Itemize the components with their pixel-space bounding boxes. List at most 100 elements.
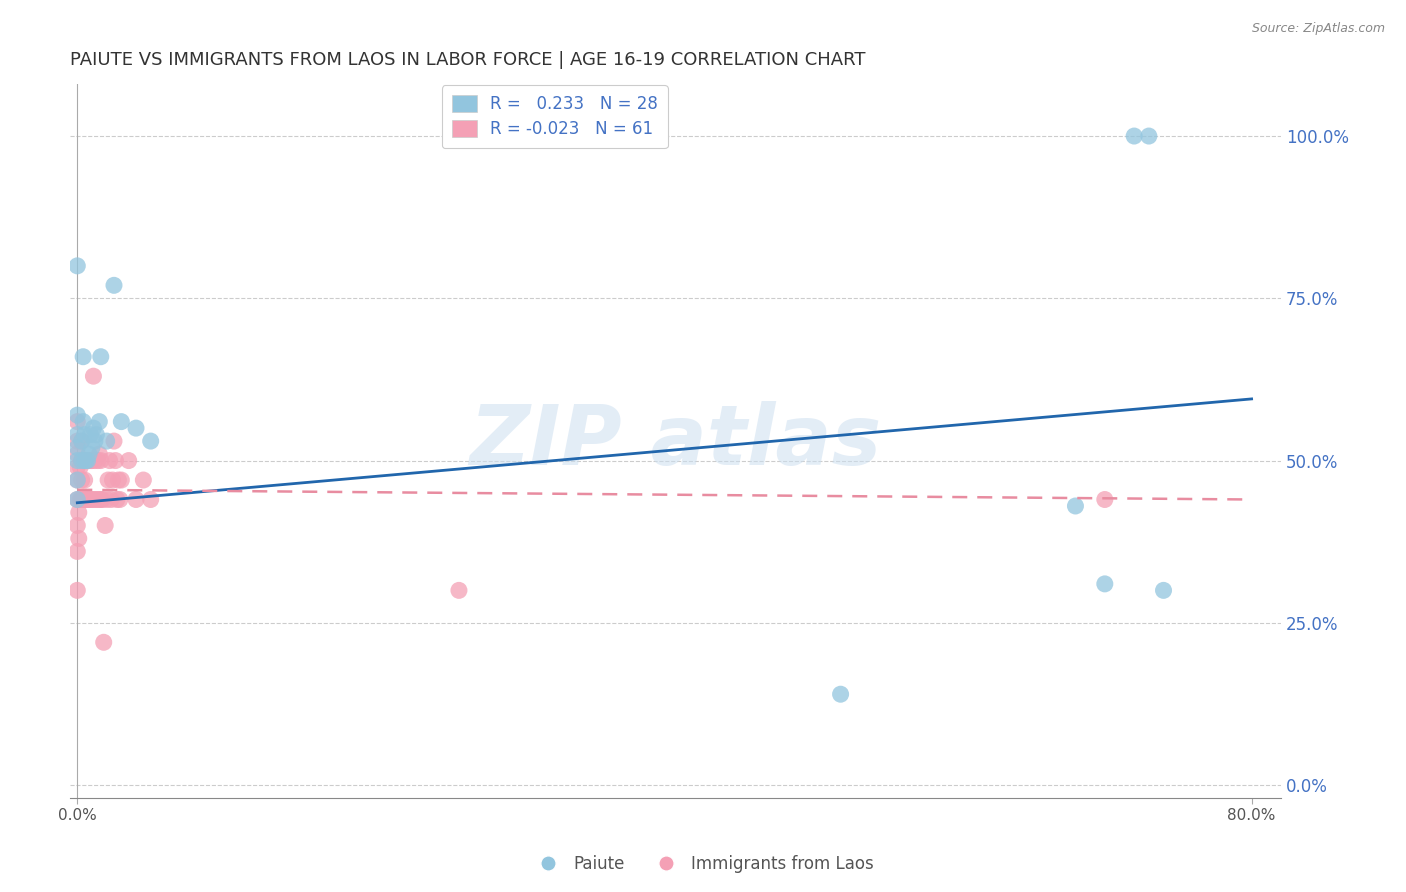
Point: [84, 492, 107, 507]
Point: [66, 518, 89, 533]
Point: [75, 453, 97, 467]
Point: [66, 544, 89, 558]
Point: [70, 434, 93, 448]
Point: [132, 473, 155, 487]
Point: [84, 434, 107, 448]
Point: [82, 369, 104, 384]
Point: [73, 453, 96, 467]
Point: [97, 473, 120, 487]
Point: [66, 460, 89, 475]
Point: [77, 453, 100, 467]
Point: [89, 492, 111, 507]
Point: [108, 492, 131, 507]
Point: [100, 492, 122, 507]
Point: [830, 687, 852, 701]
Point: [66, 492, 89, 507]
Point: [103, 278, 125, 293]
Legend: R =   0.233   N = 28, R = -0.023   N = 61: R = 0.233 N = 28, R = -0.023 N = 61: [441, 86, 668, 148]
Point: [70, 453, 93, 467]
Point: [67, 532, 90, 546]
Point: [1153, 583, 1175, 598]
Legend: Paiute, Immigrants from Laos: Paiute, Immigrants from Laos: [524, 848, 882, 880]
Point: [80, 441, 103, 455]
Text: PAIUTE VS IMMIGRANTS FROM LAOS IN LABOR FORCE | AGE 16-19 CORRELATION CHART: PAIUTE VS IMMIGRANTS FROM LAOS IN LABOR …: [70, 51, 866, 69]
Point: [86, 492, 108, 507]
Point: [110, 415, 132, 429]
Point: [103, 434, 125, 448]
Text: Source: ZipAtlas.com: Source: ZipAtlas.com: [1251, 22, 1385, 36]
Point: [66, 259, 89, 273]
Point: [139, 434, 162, 448]
Point: [105, 492, 128, 507]
Point: [90, 453, 112, 467]
Point: [66, 427, 89, 442]
Point: [66, 473, 89, 487]
Point: [87, 453, 110, 467]
Text: ZIP atlas: ZIP atlas: [470, 401, 882, 482]
Point: [75, 492, 97, 507]
Point: [90, 492, 112, 507]
Point: [70, 453, 93, 467]
Point: [1064, 499, 1087, 513]
Point: [73, 473, 96, 487]
Point: [1123, 129, 1146, 144]
Point: [73, 453, 96, 467]
Point: [73, 427, 96, 442]
Point: [79, 453, 101, 467]
Point: [98, 453, 121, 467]
Point: [125, 492, 148, 507]
Point: [76, 453, 98, 467]
Point: [72, 453, 94, 467]
Point: [110, 473, 132, 487]
Point: [101, 473, 124, 487]
Point: [79, 492, 101, 507]
Point: [72, 350, 94, 364]
Point: [89, 447, 111, 461]
Point: [125, 421, 148, 435]
Point: [66, 408, 89, 422]
Point: [93, 635, 115, 649]
Point: [69, 492, 91, 507]
Point: [1094, 492, 1116, 507]
Point: [72, 492, 94, 507]
Point: [66, 473, 89, 487]
Point: [89, 415, 111, 429]
Point: [66, 447, 89, 461]
Point: [76, 453, 98, 467]
Point: [66, 441, 89, 455]
Point: [96, 434, 118, 448]
Point: [79, 427, 101, 442]
Point: [77, 447, 100, 461]
Point: [1094, 577, 1116, 591]
Point: [66, 453, 89, 467]
Point: [66, 434, 89, 448]
Point: [70, 434, 93, 448]
Point: [70, 492, 93, 507]
Point: [66, 415, 89, 429]
Point: [104, 453, 127, 467]
Point: [90, 350, 112, 364]
Point: [1137, 129, 1160, 144]
Point: [73, 492, 96, 507]
Point: [86, 427, 108, 442]
Point: [80, 453, 103, 467]
Point: [77, 492, 100, 507]
Point: [118, 453, 141, 467]
Point: [82, 421, 104, 435]
Point: [107, 473, 129, 487]
Point: [80, 492, 103, 507]
Point: [69, 460, 91, 475]
Point: [70, 473, 93, 487]
Point: [91, 492, 114, 507]
Point: [72, 415, 94, 429]
Point: [66, 583, 89, 598]
Point: [94, 518, 117, 533]
Point: [76, 492, 98, 507]
Point: [75, 453, 97, 467]
Point: [67, 506, 90, 520]
Point: [96, 492, 118, 507]
Point: [447, 583, 470, 598]
Point: [84, 453, 107, 467]
Point: [139, 492, 162, 507]
Point: [66, 492, 89, 507]
